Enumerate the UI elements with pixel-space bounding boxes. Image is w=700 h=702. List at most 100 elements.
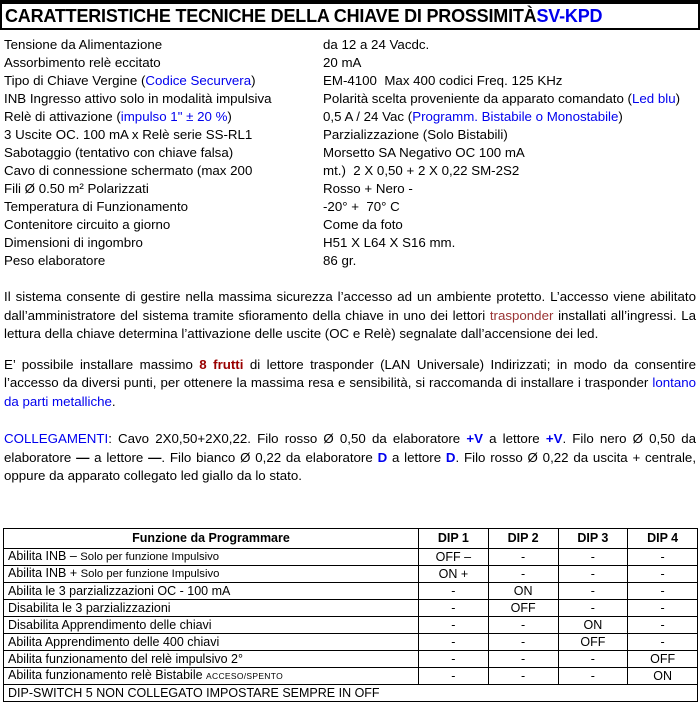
spec-row: 3 Uscite OC. 100 mA x Relè serie SS-RL1 P…: [4, 126, 696, 144]
dip-cell: -: [487, 666, 559, 685]
text-segment: Solo per funzione Impulsivo: [80, 568, 220, 580]
dip-cell: -: [627, 581, 698, 600]
spec-list: Tensione da Alimentazione da 12 a 24 Vacd…: [0, 36, 700, 270]
title-bar: CARATTERISTICHE TECNICHE DELLA CHIAVE DI…: [0, 0, 700, 30]
text-segment: mt.) 2 X 0,50 + 2 X 0,22 SM-2S2: [323, 163, 520, 178]
text-segment: EM-4100 Max 400 codici Freq. 125 KHz: [323, 73, 563, 88]
text-segment: Disabilita Apprendimento delle chiavi: [8, 617, 212, 632]
text-segment: installati all’ingressi. La lettura dell…: [4, 307, 696, 342]
table-footer-row: DIP-SWITCH 5 NON COLLEGATO IMPOSTARE SEM…: [3, 683, 698, 702]
text-segment: a lettore: [89, 449, 149, 465]
page-title: CARATTERISTICHE TECNICHE DELLA CHIAVE DI…: [5, 5, 537, 26]
text-segment: 8 frutti: [199, 356, 244, 372]
spec-row: Peso elaboratore 86 gr.: [4, 252, 696, 270]
dip-cell: -: [487, 547, 559, 566]
text-segment: —: [148, 449, 162, 465]
text-segment: Disabilita le 3 parzializzazioni: [8, 600, 171, 615]
text-segment: da 12 a 24 Vacdc.: [323, 37, 430, 52]
spec-label: Peso elaboratore: [4, 252, 323, 270]
dip-cell: -: [627, 547, 698, 566]
spec-label: Fili Ø 0.50 m² Polarizzati: [4, 180, 323, 198]
dip-cell: -: [418, 615, 489, 634]
spec-row: Fili Ø 0.50 m² Polarizzati Rosso + Nero -: [4, 180, 696, 198]
text-segment: Relè di attivazione (: [4, 109, 121, 124]
text-segment: H51 X L64 X S16 mm.: [323, 235, 456, 250]
table-footer: DIP-SWITCH 5 NON COLLEGATO IMPOSTARE SEM…: [3, 683, 698, 702]
spec-row: Temperatura di Funzionamento -20° + 70° C: [4, 198, 696, 216]
spec-label: Assorbimento relè eccitato: [4, 54, 323, 72]
text-segment: Dimensioni di ingombro: [4, 235, 143, 250]
text-segment: -20° + 70° C: [323, 199, 400, 214]
dip-cell: OFF: [487, 598, 559, 617]
text-segment: ): [227, 109, 232, 124]
table-header-row: Funzione da Programmare DIP 1 DIP 2 DIP 3 DI…: [3, 527, 698, 549]
function-cell: Disabilita Apprendimento delle chiavi: [3, 615, 419, 634]
dip-cell: -: [487, 615, 559, 634]
text-segment: 0,5 A / 24 Vac (: [323, 109, 413, 124]
text-segment: Cavo di connessione schermato (max 200: [4, 163, 253, 178]
text-segment: ): [618, 109, 623, 124]
table-row: Disabilita Apprendimento delle chiavi - - O…: [3, 615, 698, 634]
spec-value: Morsetto SA Negativo OC 100 mA: [323, 144, 696, 162]
text-segment: 86 gr.: [323, 253, 357, 268]
dip-cell: OFF: [557, 632, 629, 651]
spec-label: INB Ingresso attivo solo in modalità imp…: [4, 90, 323, 108]
spec-row: Sabotaggio (tentativo con chiave falsa) M…: [4, 144, 696, 162]
text-segment: Polarità scelta proveniente da apparato …: [323, 91, 632, 106]
spec-label: Contenitore circuito a giorno: [4, 216, 323, 234]
text-segment: Assorbimento relè eccitato: [4, 55, 161, 70]
table-row: Disabilita le 3 parzializzazioni - OFF - -: [3, 598, 698, 617]
dip-cell: ON: [487, 581, 559, 600]
text-segment: Tensione da Alimentazione: [4, 37, 163, 52]
dip-switch-table: Funzione da Programmare DIP 1 DIP 2 DIP 3 DI…: [3, 527, 698, 702]
text-segment: —: [76, 449, 90, 465]
spec-value: Parzializzazione (Solo Bistabili): [323, 126, 696, 144]
text-segment: Contenitore circuito a giorno: [4, 217, 171, 232]
spec-label: Tensione da Alimentazione: [4, 36, 323, 54]
text-segment: Peso elaboratore: [4, 253, 106, 268]
spec-value: 86 gr.: [323, 252, 696, 270]
table-header: Funzione da Programmare DIP 1 DIP 2 DIP 3 DI…: [3, 527, 698, 549]
dip-cell: -: [487, 649, 559, 668]
text-segment: ): [675, 91, 681, 106]
dip-cell: -: [487, 632, 559, 651]
text-segment: : Cavo 2X0,50+2X0,22. Filo rosso Ø 0,50 …: [108, 431, 467, 446]
text-segment: COLLEGAMENTI: [4, 431, 109, 446]
dip-cell: -: [487, 564, 559, 583]
dip-cell: -: [627, 615, 698, 634]
spec-row: Relè di attivazione (impulso 1" ± 20 %) 0…: [4, 108, 696, 126]
function-cell: Abilita funzionamento relè Bistabile ACC…: [3, 666, 419, 685]
spec-label: Relè di attivazione (impulso 1" ± 20 %): [4, 108, 323, 126]
text-segment: ): [251, 73, 256, 88]
text-segment: +V: [466, 431, 483, 446]
text-segment: Abilita funzionamento del relè impulsivo…: [8, 651, 243, 666]
dip-cell: -: [418, 632, 489, 651]
spec-value: Rosso + Nero -: [323, 180, 696, 198]
text-segment: a lettore: [482, 431, 546, 446]
dip-cell: -: [627, 632, 698, 651]
dip-cell: -: [418, 649, 489, 668]
spec-value: 20 mA: [323, 54, 696, 72]
product-code: SV-KPD: [536, 5, 603, 26]
spec-value: Come da foto: [323, 216, 696, 234]
table-row: Abilita funzionamento del relè impulsivo…: [3, 649, 698, 668]
dip-cell: ON +: [418, 564, 489, 583]
spec-label: Cavo di connessione schermato (max 200: [4, 162, 323, 180]
spec-value: EM-4100 Max 400 codici Freq. 125 KHz: [323, 72, 696, 90]
spec-row: Contenitore circuito a giorno Come da fot…: [4, 216, 696, 234]
text-segment: Come da foto: [323, 217, 403, 232]
body-paragraph: E’ possibile installare massimo 8 frutti…: [4, 356, 696, 412]
function-cell: Abilita Apprendimento delle 400 chiavi: [3, 632, 419, 651]
dip-cell: -: [627, 598, 698, 617]
spec-value: H51 X L64 X S16 mm.: [323, 234, 696, 252]
dip-cell: -: [557, 649, 629, 668]
text-segment: Tipo di Chiave Vergine (: [4, 73, 146, 88]
dip-cell: -: [557, 666, 629, 685]
table-row: Abilita INB – Solo per funzione Impulsiv…: [3, 547, 698, 566]
text-segment: E’ possibile installare massimo: [4, 356, 200, 372]
text-segment: 3 Uscite OC. 100 mA x Relè serie SS-RL1: [4, 127, 253, 142]
spec-row: Dimensioni di ingombro H51 X L64 X S16 mm…: [4, 234, 696, 252]
paragraphs: Il sistema consente di gestire nella mas…: [0, 288, 700, 486]
spec-value: mt.) 2 X 0,50 + 2 X 0,22 SM-2S2: [323, 162, 696, 180]
text-segment: 20 mA: [323, 55, 362, 70]
